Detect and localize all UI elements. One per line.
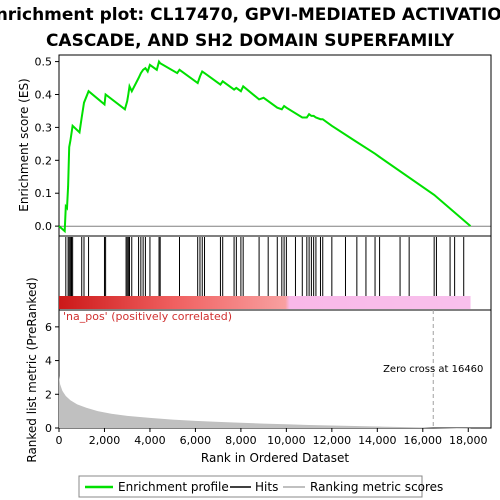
metric-y-tick-label: 4 (45, 355, 52, 368)
enrichment-profile-line (58, 59, 472, 234)
es-y-tick-label: 0.2 (35, 154, 53, 167)
hits-marks (65, 237, 465, 296)
metric-y-tick-label: 0 (45, 422, 52, 435)
legend-label-hits: Hits (255, 480, 278, 494)
metric-y-axis: 0 2 4 6 (45, 321, 59, 435)
ranked-metric-panel: Zero cross at 16460 'na_pos' (positively… (25, 277, 492, 465)
rank-x-tick-label: 8,000 (225, 434, 257, 447)
rank-x-tick-label: 10,000 (267, 434, 306, 447)
legend-label-ranking-metric: Ranking metric scores (310, 480, 443, 494)
rank-x-tick-label: 14,000 (358, 434, 397, 447)
es-plot-frame (58, 54, 492, 237)
legend-label-enrichment-profile: Enrichment profile (118, 480, 229, 494)
chart-title-line-2: CASCADE, AND SH2 DOMAIN SUPERFAMILY (46, 31, 455, 51)
rank-x-tick-label: 2,000 (89, 434, 121, 447)
es-y-axis: 0.0 0.1 0.2 0.3 0.4 0.5 (35, 56, 59, 233)
zero-cross-label: Zero cross at 16460 (383, 364, 483, 375)
metric-y-tick-label: 2 (45, 388, 52, 401)
es-y-tick-label: 0.4 (35, 88, 53, 101)
es-y-tick-label: 0.5 (35, 56, 53, 69)
rank-x-tick-label: 4,000 (134, 434, 166, 447)
rank-color-band (59, 296, 471, 309)
rank-x-axis: 0 2,000 4,000 6,000 8,000 10,000 12,000 14,000 1… (56, 428, 488, 447)
enrichment-score-panel: 0.0 0.1 0.2 0.3 0.4 0.5 Enrichment score (ES) (17, 54, 492, 237)
rank-x-tick-label: 0 (56, 434, 63, 447)
chart-title-line-1: Enrichment plot: CL17470, GPVI-MEDIATED … (0, 5, 500, 25)
rank-x-tick-label: 6,000 (180, 434, 212, 447)
hits-panel (58, 235, 492, 311)
positive-correlation-label: 'na_pos' (positively correlated) (63, 310, 232, 323)
rank-x-axis-label: Rank in Ordered Dataset (201, 451, 349, 465)
rank-x-tick-label: 12,000 (313, 434, 352, 447)
metric-y-axis-label: Ranked list metric (PreRanked) (25, 277, 39, 462)
es-y-tick-label: 0.0 (35, 220, 53, 233)
metric-y-tick-label: 6 (45, 321, 52, 334)
rank-x-tick-label: 16,000 (404, 434, 443, 447)
metric-plot-frame (58, 309, 492, 429)
legend: Enrichment profile Hits Ranking metric s… (78, 475, 443, 498)
rank-x-tick-label: 18,000 (449, 434, 488, 447)
ranking-metric-area (59, 375, 471, 429)
es-y-axis-label: Enrichment score (ES) (17, 78, 31, 211)
es-y-tick-label: 0.3 (35, 121, 53, 134)
es-y-tick-label: 0.1 (35, 187, 53, 200)
